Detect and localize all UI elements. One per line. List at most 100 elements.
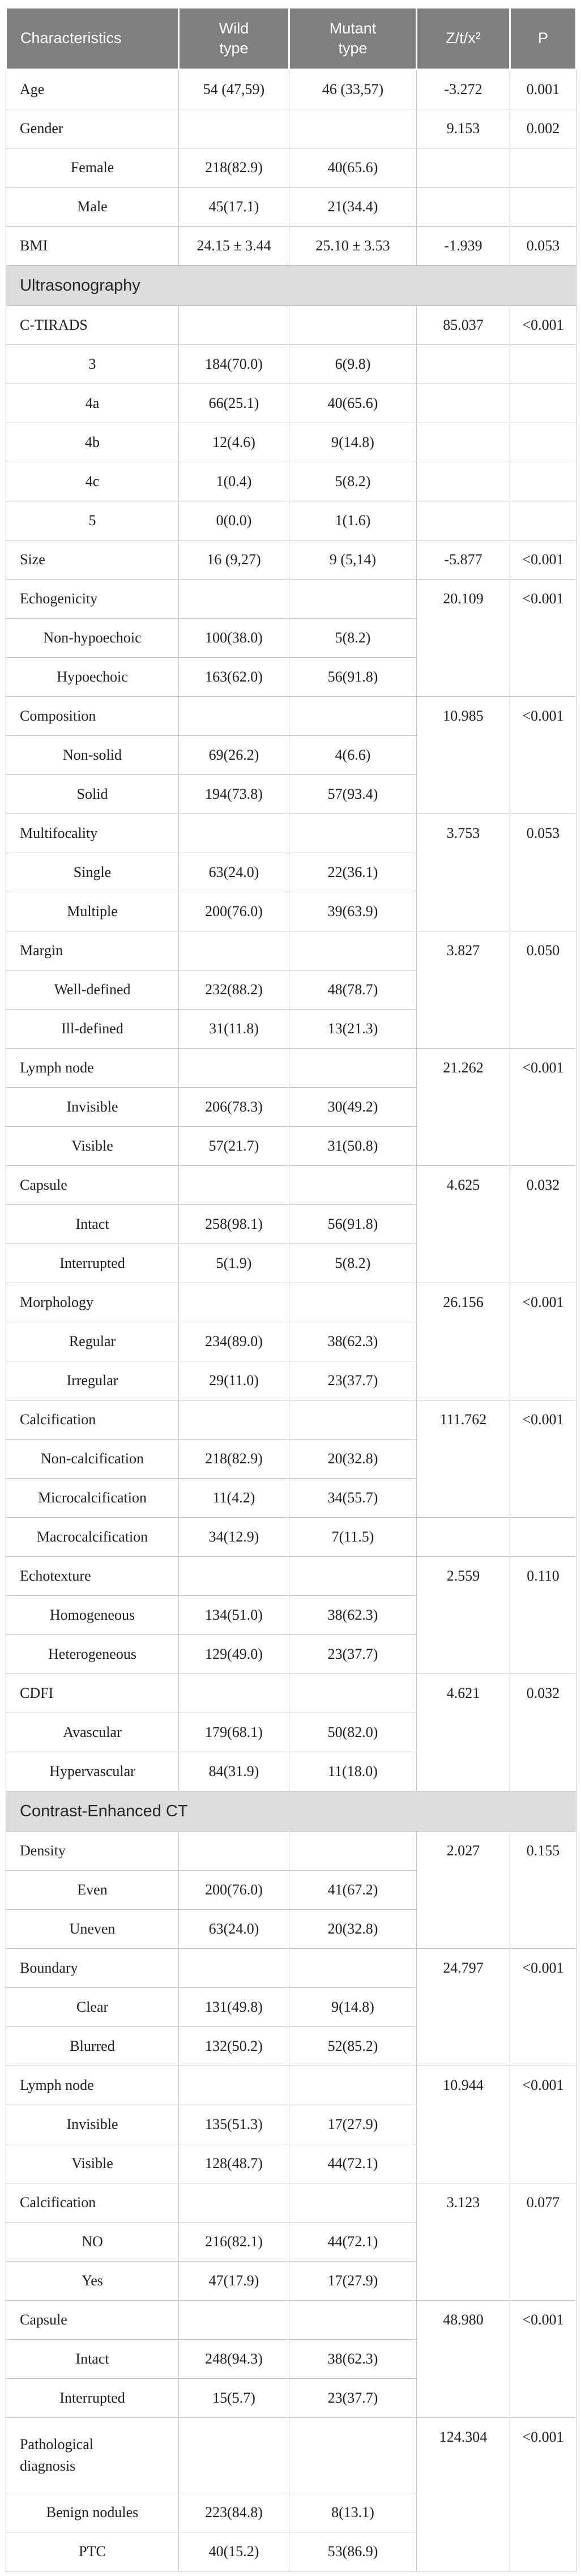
wild-type-value bbox=[178, 579, 289, 619]
wild-type-value: 69(26.2) bbox=[178, 735, 289, 775]
table-row: Solid 194(73.8) 57(93.4) bbox=[6, 774, 576, 814]
sub-characteristic-label: Blurred bbox=[6, 2026, 179, 2066]
sub-characteristic-label: Visible bbox=[6, 1126, 179, 1166]
column-header-p-value: P bbox=[509, 7, 577, 70]
table-row: Uneven 63(24.0) 20(32.8) bbox=[6, 1909, 576, 1949]
wild-type-value: 223(84.8) bbox=[178, 2493, 289, 2532]
mutant-type-value bbox=[289, 814, 417, 853]
sub-characteristic-label: Uneven bbox=[6, 1909, 179, 1949]
mutant-type-value: 9(14.8) bbox=[289, 1987, 417, 2027]
characteristic-label: Lymph node bbox=[6, 2066, 179, 2105]
wild-type-value: 0(0.0) bbox=[178, 501, 289, 540]
mutant-type-value: 44(72.1) bbox=[289, 2222, 417, 2262]
characteristic-label: Lymph node bbox=[6, 1048, 179, 1088]
p-value bbox=[510, 344, 576, 384]
p-value bbox=[510, 462, 576, 501]
table-row: Capsule 4.625 0.032 bbox=[6, 1165, 576, 1283]
wild-type-value: 234(89.0) bbox=[178, 1322, 289, 1361]
table-row: Calcification 111.762 <0.001 bbox=[6, 1400, 576, 1518]
mutant-type-value bbox=[289, 1048, 417, 1088]
characteristic-label: Gender bbox=[6, 109, 179, 148]
p-value: 0.053 bbox=[510, 814, 576, 931]
section-header: Contrast-Enhanced CT bbox=[6, 1791, 576, 1832]
characteristic-label: Echogenicity bbox=[6, 579, 179, 619]
mutant-type-value bbox=[289, 2300, 417, 2340]
statistic-value: 2.559 bbox=[416, 1556, 510, 1674]
sub-characteristic-label: Benign nodules bbox=[6, 2493, 179, 2532]
sub-characteristic-label: Irregular bbox=[6, 1361, 179, 1400]
wild-type-value: 84(31.9) bbox=[178, 1752, 289, 1791]
sub-characteristic-label: Hypervascular bbox=[6, 1752, 179, 1791]
p-value: 0.077 bbox=[510, 2183, 576, 2301]
wild-type-value: 57(21.7) bbox=[178, 1126, 289, 1166]
mutant-type-value bbox=[289, 2183, 417, 2222]
table-row: Single 63(24.0) 22(36.1) bbox=[6, 853, 576, 892]
table-row: Capsule 48.980 <0.001 bbox=[6, 2300, 576, 2418]
table-body: Age 54 (47,59) 46 (33,57) -3.272 0.001 Gender… bbox=[6, 69, 576, 2571]
sub-characteristic-label: Single bbox=[6, 853, 179, 892]
mutant-type-value bbox=[289, 931, 417, 970]
sub-characteristic-label: Even bbox=[6, 1870, 179, 1910]
sub-characteristic-label: 4b bbox=[6, 423, 179, 462]
mutant-type-value: 57(93.4) bbox=[289, 774, 417, 814]
wild-type-value: 206(78.3) bbox=[178, 1087, 289, 1127]
wild-type-value: 16 (9,27) bbox=[178, 540, 289, 580]
table-row: Margin 3.827 0.050 bbox=[6, 931, 576, 1049]
mutant-type-value: 9(14.8) bbox=[289, 423, 417, 462]
statistic-value: 85.037 bbox=[416, 305, 510, 345]
statistic-value: 20.109 bbox=[416, 579, 510, 697]
mutant-type-value: 56(91.8) bbox=[289, 657, 417, 697]
p-value: 0.110 bbox=[510, 1556, 576, 1674]
mutant-type-value bbox=[289, 1400, 417, 1440]
mutant-type-value: 5(8.2) bbox=[289, 1244, 417, 1283]
wild-type-value: 163(62.0) bbox=[178, 657, 289, 697]
wild-type-value: 248(94.3) bbox=[178, 2339, 289, 2379]
table-row: 4b 12(4.6) 9(14.8) bbox=[6, 423, 576, 462]
mutant-type-value: 52(85.2) bbox=[289, 2026, 417, 2066]
sub-characteristic-label: Yes bbox=[6, 2261, 179, 2301]
wild-type-value: 63(24.0) bbox=[178, 1909, 289, 1949]
mutant-type-value: 17(27.9) bbox=[289, 2261, 417, 2301]
wild-type-value: 232(88.2) bbox=[178, 970, 289, 1010]
wild-type-value: 15(5.7) bbox=[178, 2378, 289, 2418]
wild-type-value: 63(24.0) bbox=[178, 853, 289, 892]
sub-characteristic-label: Multiple bbox=[6, 892, 179, 931]
statistic-value bbox=[416, 1517, 510, 1557]
statistic-value: 3.123 bbox=[416, 2183, 510, 2301]
mutant-type-value bbox=[289, 1165, 417, 1205]
mutant-type-value bbox=[289, 1831, 417, 1871]
characteristic-label: Capsule bbox=[6, 2300, 179, 2340]
characteristic-label: BMI bbox=[6, 226, 179, 266]
characteristic-label: Density bbox=[6, 1831, 179, 1871]
section-header: Ultrasonography bbox=[6, 265, 576, 306]
table-row: Size 16 (9,27) 9 (5,14) -5.877 <0.001 bbox=[6, 540, 576, 580]
table-row: Gender 9.153 0.002 bbox=[6, 109, 576, 148]
sub-characteristic-label: Invisible bbox=[6, 2105, 179, 2144]
characteristic-label: Multifocality bbox=[6, 814, 179, 853]
wild-type-value: 134(51.0) bbox=[178, 1595, 289, 1635]
sub-characteristic-label: Regular bbox=[6, 1322, 179, 1361]
wild-type-value: 11(4.2) bbox=[178, 1478, 289, 1518]
statistic-value: 3.827 bbox=[416, 931, 510, 1049]
mutant-type-value: 9 (5,14) bbox=[289, 540, 417, 580]
table-row: Clear 131(49.8) 9(14.8) bbox=[6, 1987, 576, 2027]
table-row: Visible 128(48.7) 44(72.1) bbox=[6, 2144, 576, 2183]
wild-type-value: 12(4.6) bbox=[178, 423, 289, 462]
sub-characteristic-label: Non-hypoechoic bbox=[6, 618, 179, 658]
wild-type-value: 194(73.8) bbox=[178, 774, 289, 814]
sub-characteristic-label: Homogeneous bbox=[6, 1595, 179, 1635]
mutant-type-value bbox=[289, 305, 417, 345]
mutant-type-value: 7(11.5) bbox=[289, 1517, 417, 1557]
mutant-type-value: 56(91.8) bbox=[289, 1204, 417, 1244]
table-row: Non-hypoechoic 100(38.0) 5(8.2) bbox=[6, 618, 576, 658]
wild-type-value bbox=[178, 2183, 289, 2222]
table-row: Interrupted 5(1.9) 5(8.2) bbox=[6, 1244, 576, 1283]
wild-type-value bbox=[178, 1400, 289, 1440]
mutant-type-value: 41(67.2) bbox=[289, 1870, 417, 1910]
table-row: Lymph node 21.262 <0.001 bbox=[6, 1048, 576, 1166]
table-row: Density 2.027 0.155 bbox=[6, 1831, 576, 1949]
wild-type-value: 47(17.9) bbox=[178, 2261, 289, 2301]
sub-characteristic-label: Invisible bbox=[6, 1087, 179, 1127]
mutant-type-value: 44(72.1) bbox=[289, 2144, 417, 2183]
statistic-value: 111.762 bbox=[416, 1400, 510, 1518]
